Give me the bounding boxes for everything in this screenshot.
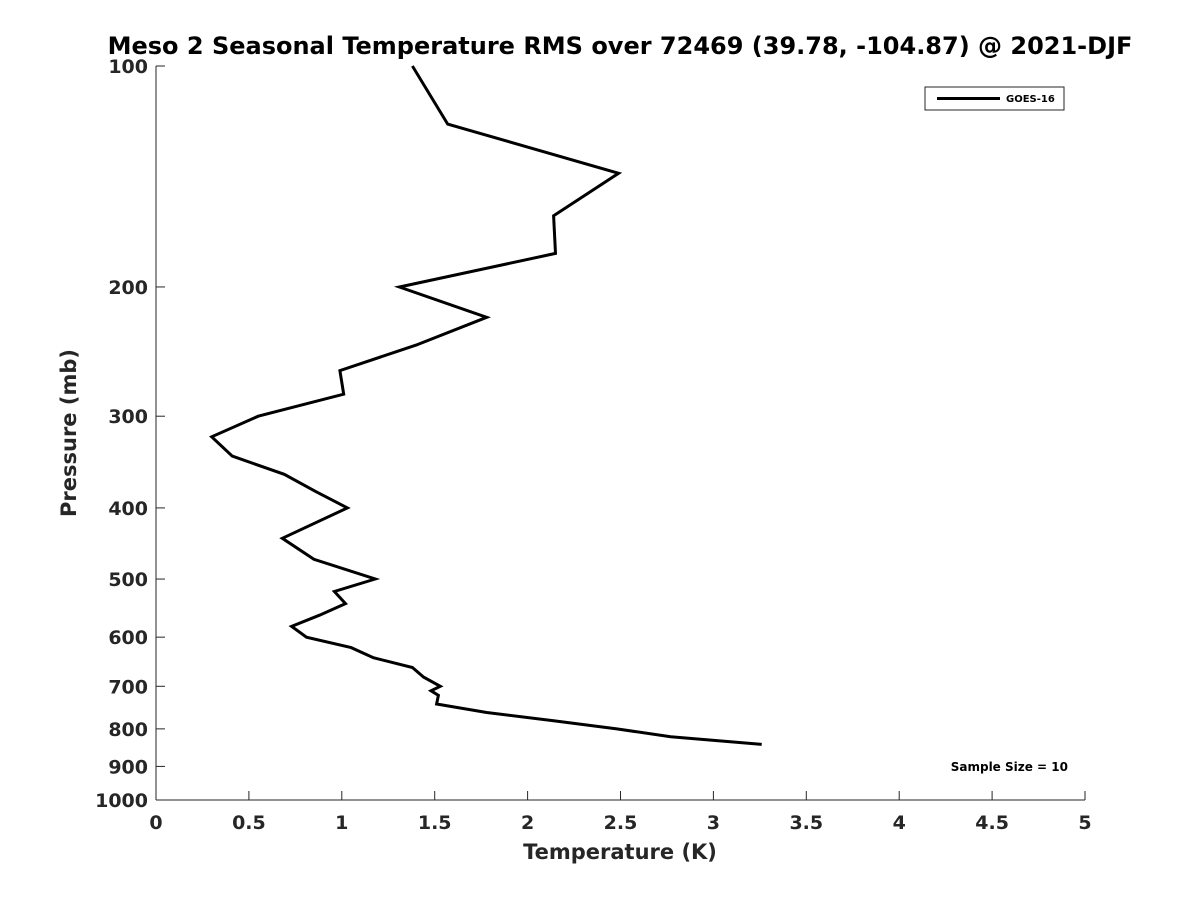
y-axis-label: Pressure (mb): [57, 349, 81, 517]
x-tick-label: 4: [893, 812, 906, 834]
series-layer: [209, 65, 762, 746]
y-tick-label: 600: [108, 627, 148, 649]
legend-entry-goes-16: GOES-16: [1006, 94, 1055, 105]
x-tick-label: 1.5: [418, 812, 452, 834]
x-tick-label: 0: [149, 812, 162, 834]
x-tick-label: 4.5: [975, 812, 1009, 834]
x-tick-label: 2.5: [604, 812, 638, 834]
y-tick-label: 300: [108, 406, 148, 428]
y-tick-label: 400: [108, 498, 148, 520]
x-axis-label: Temperature (K): [523, 840, 717, 864]
plot-area: 0 0.5 1 1.5 2 2.5 3 3.5 4 4.5 5 100 200 300 400 500 600…: [95, 56, 1092, 834]
y-axis-ticks: 100 200 300 400 500 600 700 800 900 1000: [95, 56, 165, 812]
y-tick-label: 900: [108, 756, 148, 778]
x-tick-label: 1: [335, 812, 348, 834]
sample-size-annotation: Sample Size = 10: [951, 760, 1068, 774]
x-tick-label: 3.5: [789, 812, 823, 834]
x-axis-ticks: 0 0.5 1 1.5 2 2.5 3 3.5 4 4.5 5: [149, 791, 1092, 834]
y-tick-label: 800: [108, 719, 148, 741]
x-tick-label: 3: [707, 812, 720, 834]
y-tick-label: 1000: [95, 790, 148, 812]
x-tick-label: 0.5: [232, 812, 266, 834]
y-tick-label: 500: [108, 569, 148, 591]
series-line-goes-16: [209, 65, 762, 746]
x-tick-label: 5: [1078, 812, 1091, 834]
chart-title: Meso 2 Seasonal Temperature RMS over 724…: [108, 32, 1133, 60]
legend: GOES-16: [924, 86, 1065, 111]
y-tick-label: 700: [108, 676, 148, 698]
y-tick-label: 100: [108, 56, 148, 78]
x-tick-label: 2: [521, 812, 534, 834]
y-tick-label: 200: [108, 277, 148, 299]
